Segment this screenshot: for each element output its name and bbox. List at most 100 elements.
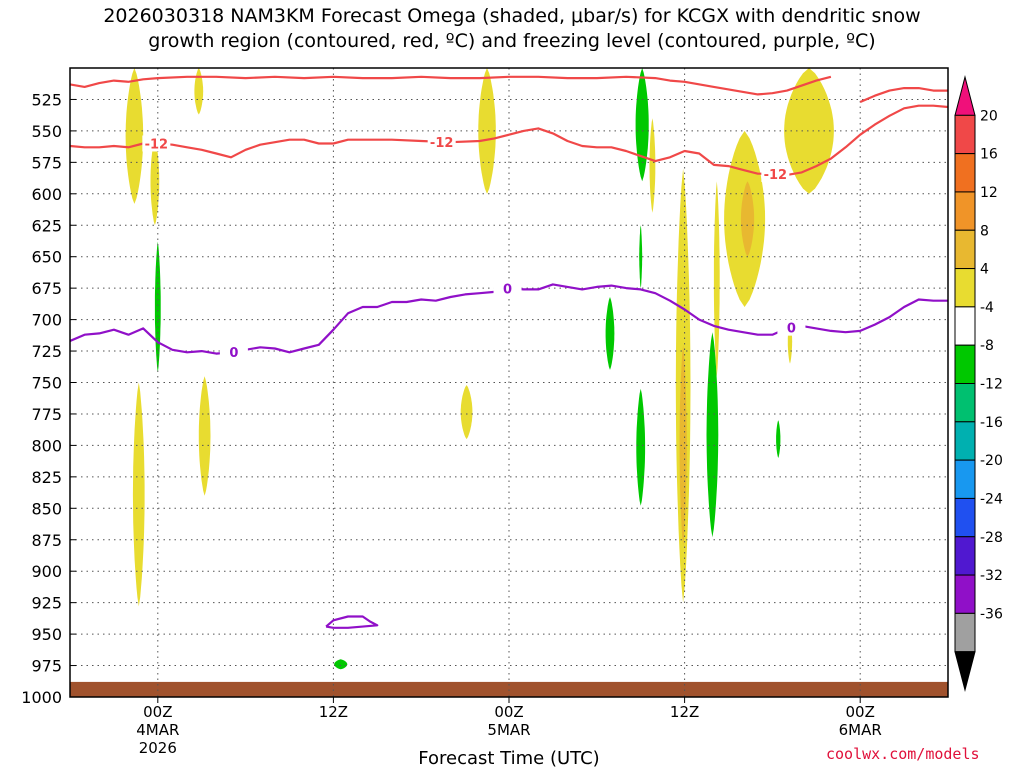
- colorbar-segment-7: [954, 344, 976, 384]
- colorbar-segment-8: [954, 383, 976, 423]
- omega-region-4: [198, 376, 211, 496]
- contour-label-freezing-level-2: 0: [787, 322, 796, 337]
- contour-label-dendritic-bottom-0: -12: [145, 137, 169, 152]
- omega-region-0: [125, 68, 144, 204]
- colorbar-arrow-bottom: [954, 651, 976, 692]
- colorbar-segment-4: [954, 229, 976, 270]
- colorbar-label-7: -12: [980, 377, 1003, 393]
- contour-label-bg-3-0: [219, 343, 248, 360]
- ytick-label-525: 525: [31, 90, 62, 109]
- colorbar-segment-9: [954, 421, 976, 461]
- colorbar-segment-6: [954, 306, 976, 346]
- colorbar-label-6: -8: [980, 338, 994, 354]
- xtick-label-0: 00Z: [143, 703, 172, 721]
- omega-region-22: [334, 659, 348, 670]
- colorbar-label-0: 20: [980, 108, 998, 124]
- terrain-fill: [70, 681, 948, 697]
- ytick-label-975: 975: [31, 657, 62, 676]
- contour-dendritic-top-2: [859, 87, 948, 104]
- ytick-label-775: 775: [31, 405, 62, 424]
- terrain: [70, 681, 948, 697]
- omega-region-12: [740, 181, 755, 257]
- contour-label-freezing-level-0: 0: [229, 346, 238, 361]
- contour-freezing-level-loop: [325, 615, 379, 629]
- title-line-2: growth region (contoured, red, ºC) and f…: [148, 30, 876, 52]
- colorbar-label-4: 4: [980, 262, 989, 278]
- ytick-label-825: 825: [31, 468, 62, 487]
- xtick-label-2: 00Z: [494, 703, 523, 721]
- xtick-sub1-0: 4MAR: [136, 721, 179, 739]
- omega-region-2: [194, 68, 204, 115]
- colorbar-segment-2: [954, 153, 976, 193]
- xtick-sub1-2: 5MAR: [487, 721, 530, 739]
- ytick-label-1000: 1000: [21, 688, 62, 707]
- omega-region-18: [605, 297, 615, 370]
- contour-label-bg-3-2: [777, 319, 806, 336]
- omega-region-1: [150, 137, 160, 226]
- ytick-label-625: 625: [31, 216, 62, 235]
- colorbar-label-5: -4: [980, 300, 994, 316]
- omega-region-16: [635, 68, 649, 182]
- colorbar-segment-14: [954, 612, 976, 653]
- omega-region-20: [706, 332, 719, 538]
- colorbar: 20 16 12 8 4 -4 -8 -12 -16 -20 -24 -28 -32 -36: [954, 75, 1003, 692]
- ytick-label-925: 925: [31, 594, 62, 613]
- ytick-label-675: 675: [31, 279, 62, 298]
- omega-region-21: [776, 420, 781, 458]
- colorbar-label-13: -36: [980, 606, 1003, 622]
- grid-lines: [70, 68, 948, 697]
- contour-dendritic-bottom: [70, 104, 948, 176]
- colorbar-arrow-top: [954, 75, 976, 116]
- colorbar-label-12: -32: [980, 568, 1003, 584]
- colorbar-segment-13: [954, 574, 976, 614]
- omega-region-6: [460, 385, 473, 440]
- title-line-1: 2026030318 NAM3KM Forecast Omega (shaded…: [103, 5, 921, 27]
- ytick-label-875: 875: [31, 531, 62, 550]
- ytick-label-750: 750: [31, 374, 62, 393]
- contour-label-dendritic-bottom-2: -12: [764, 168, 788, 183]
- colorbar-label-8: -16: [980, 415, 1003, 431]
- colorbar-label-9: -20: [980, 453, 1003, 469]
- ytick-label-700: 700: [31, 311, 62, 330]
- chart-title: 2026030318 NAM3KM Forecast Omega (shaded…: [0, 4, 1024, 54]
- ytick-label-800: 800: [31, 436, 62, 455]
- colorbar-segment-11: [954, 497, 976, 538]
- ytick-label-850: 850: [31, 499, 62, 518]
- colorbar-segment-5: [954, 268, 976, 308]
- omega-region-9: [649, 118, 656, 213]
- colorbar-label-10: -24: [980, 491, 1003, 507]
- colorbar-label-1: 16: [980, 147, 998, 163]
- ytick-label-575: 575: [31, 153, 62, 172]
- xtick-sub2-0: 2026: [139, 739, 177, 757]
- colorbar-segment-10: [954, 459, 976, 499]
- colorbar-label-3: 8: [980, 223, 989, 239]
- omega-region-8: [679, 344, 687, 546]
- ytick-label-550: 550: [31, 122, 62, 141]
- omega-shading: [125, 68, 834, 670]
- colorbar-segment-3: [954, 191, 976, 231]
- contour-label-bg-3-1: [493, 280, 522, 297]
- omega-region-3: [132, 382, 145, 607]
- xtick-label-1: 12Z: [319, 703, 348, 721]
- contour-label-bg-2-1: [427, 133, 456, 150]
- contour-label-dendritic-bottom-1: -12: [430, 136, 454, 151]
- ytick-label-950: 950: [31, 625, 62, 644]
- contour-label-freezing-level-1: 0: [503, 283, 512, 298]
- colorbar-segment-1: [954, 114, 976, 155]
- ytick-label-725: 725: [31, 342, 62, 361]
- xtick-label-4: 00Z: [846, 703, 875, 721]
- xtick-label-3: 12Z: [670, 703, 699, 721]
- y-axis-ticks: 525 550 575 600 625 650 675 700 725 750 775 800 825 8…: [21, 90, 76, 707]
- ytick-label-650: 650: [31, 248, 62, 267]
- contour-label-bg-2-0: [142, 135, 171, 152]
- contour-label-bg-2-2: [761, 165, 790, 182]
- omega-region-17: [639, 225, 643, 289]
- contour-dendritic-top: [70, 75, 832, 96]
- ytick-label-600: 600: [31, 185, 62, 204]
- credit-text: coolwx.com/models: [826, 745, 980, 763]
- colorbar-segment-12: [954, 536, 976, 576]
- xtick-sub1-4: 6MAR: [839, 721, 882, 739]
- ytick-label-900: 900: [31, 562, 62, 581]
